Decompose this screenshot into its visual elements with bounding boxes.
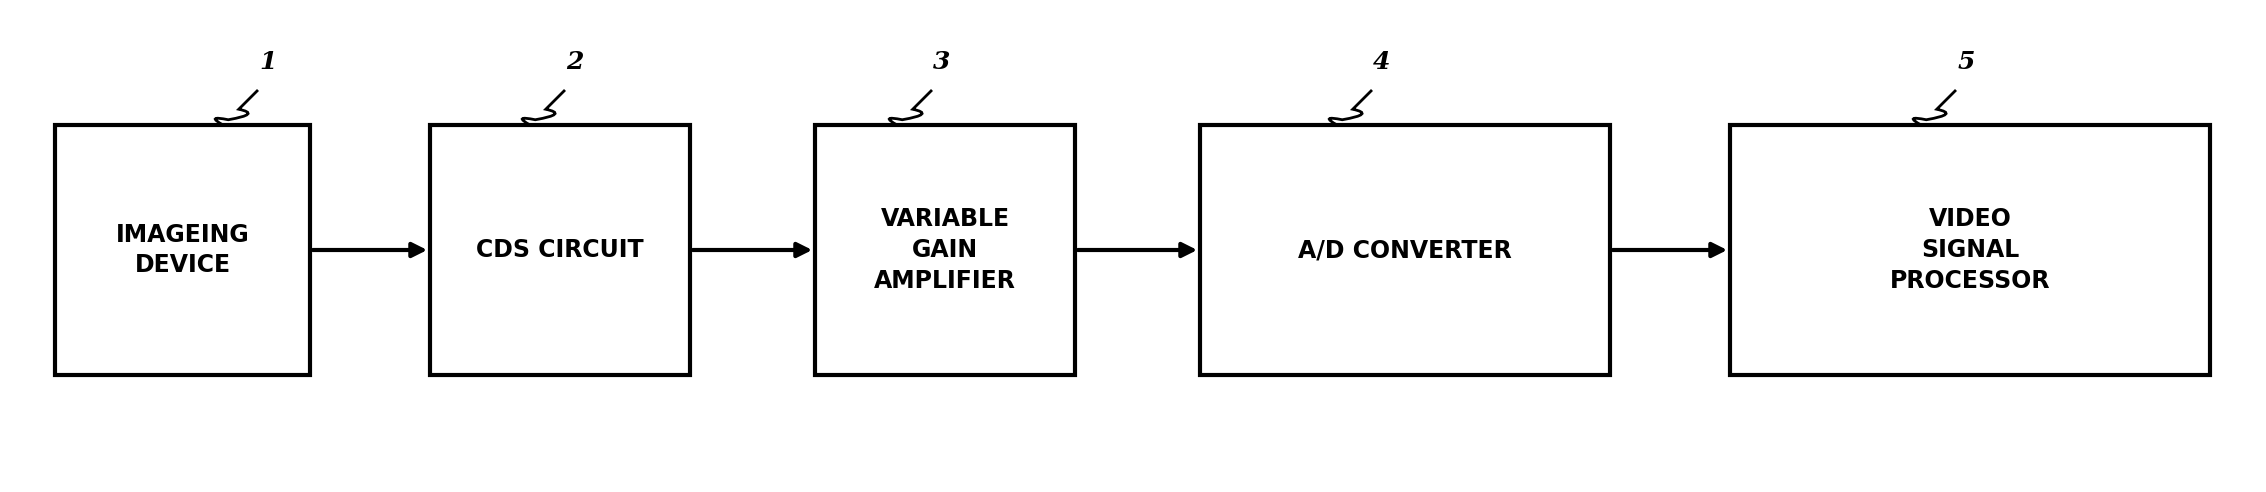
Text: IMAGEING
DEVICE: IMAGEING DEVICE [116, 223, 249, 277]
Text: VIDEO
SIGNAL
PROCESSOR: VIDEO SIGNAL PROCESSOR [1890, 207, 2051, 293]
Text: 4: 4 [1373, 50, 1391, 74]
Text: 2: 2 [566, 50, 585, 74]
Text: VARIABLE
GAIN
AMPLIFIER: VARIABLE GAIN AMPLIFIER [875, 207, 1015, 293]
Bar [1201, 125, 1611, 375]
Bar [1729, 125, 2209, 375]
Text: A/D CONVERTER: A/D CONVERTER [1298, 238, 1511, 262]
Bar [54, 125, 310, 375]
Bar [816, 125, 1074, 375]
Bar [431, 125, 691, 375]
Text: 3: 3 [934, 50, 952, 74]
Text: CDS CIRCUIT: CDS CIRCUIT [476, 238, 644, 262]
Text: 1: 1 [258, 50, 276, 74]
Text: 5: 5 [1958, 50, 1974, 74]
